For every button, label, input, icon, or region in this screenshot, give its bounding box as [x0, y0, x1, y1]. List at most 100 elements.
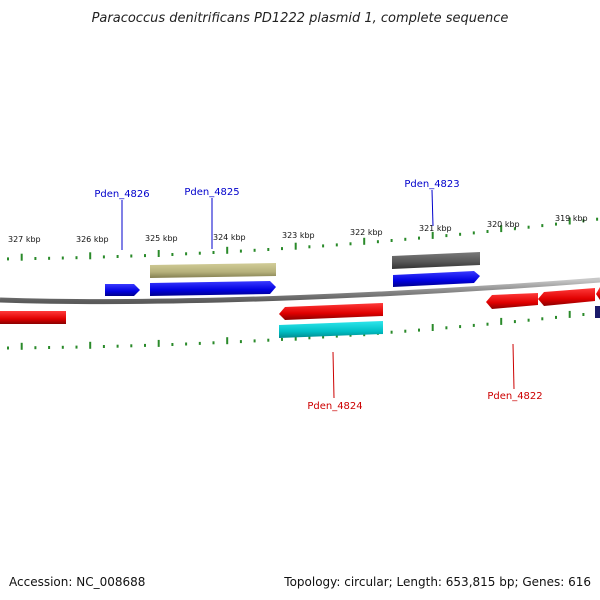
inner-ruler-minor-tick [308, 336, 311, 340]
navy-feature-bar[interactable] [595, 306, 600, 318]
ruler-label-326kbp: 326 kbp [76, 235, 109, 244]
ruler-label-319kbp: 319 kbp [555, 214, 588, 223]
gene-arrow-pden-4826[interactable] [105, 284, 140, 296]
gene-label-pden-4824[interactable]: Pden_4824 [307, 401, 362, 412]
inner-ruler-minor-tick [267, 338, 270, 342]
outer-ruler-minor-tick [308, 245, 311, 249]
olive-feature-bar[interactable] [150, 263, 276, 278]
callout-line-pden-4822 [512, 343, 515, 390]
outer-ruler-minor-tick [582, 219, 585, 223]
outer-ruler-major-tick [89, 252, 92, 260]
gene-arrow-reverse-left[interactable] [0, 311, 66, 324]
gene-label-pden-4825[interactable]: Pden_4825 [184, 187, 239, 198]
inner-ruler-minor-tick [144, 343, 146, 347]
outer-ruler-major-tick [226, 246, 229, 254]
outer-ruler-minor-tick [404, 237, 407, 241]
inner-ruler-major-tick [20, 342, 23, 350]
gene-arrow-pden-4824[interactable] [279, 303, 383, 320]
outer-ruler-major-tick [294, 242, 297, 250]
outer-ruler-major-tick [157, 250, 160, 257]
gene-arrow-pden-4822[interactable] [486, 293, 538, 309]
inner-ruler-minor-tick [527, 318, 530, 322]
gray-feature-bar[interactable] [392, 252, 480, 269]
topology-summary: Topology: circular; Length: 653,815 bp; … [283, 575, 591, 589]
outer-ruler-minor-tick [513, 227, 516, 231]
callout-line-pden-4824 [332, 351, 335, 399]
outer-ruler-minor-tick [445, 234, 448, 238]
gene-labels: Pden_4826 Pden_4825 Pden_4823 Pden_4824 … [94, 179, 542, 412]
inner-ruler-minor-tick [541, 317, 544, 321]
outer-ruler-minor-tick [185, 252, 188, 256]
outer-tick-ruler [7, 217, 599, 261]
gene-label-pden-4823[interactable]: Pden_4823 [404, 179, 459, 190]
outer-ruler-minor-tick [596, 217, 599, 221]
callout-lines [121, 189, 515, 399]
ruler-labels: 327 kbp 326 kbp 325 kbp 324 kbp 323 kbp … [8, 214, 588, 244]
gene-label-pden-4826[interactable]: Pden_4826 [94, 189, 149, 200]
ruler-label-324kbp: 324 kbp [213, 233, 246, 242]
inner-ruler-minor-tick [130, 344, 133, 348]
outer-ruler-major-tick [363, 237, 366, 245]
inner-ruler-minor-tick [555, 315, 557, 319]
outer-ruler-minor-tick [349, 242, 352, 246]
inner-ruler-minor-tick [75, 345, 78, 349]
inner-ruler-minor-tick [513, 320, 516, 324]
inner-ruler-major-tick [431, 324, 434, 331]
outer-ruler-minor-tick [418, 236, 420, 240]
outer-ruler-minor-tick [322, 244, 325, 248]
ruler-label-323kbp: 323 kbp [282, 231, 315, 240]
outer-ruler-minor-tick [281, 247, 283, 251]
inner-ruler-major-tick [500, 317, 503, 325]
accession-text: Accession: NC_008688 [9, 575, 145, 589]
outer-ruler-minor-tick [34, 257, 37, 260]
inner-ruler-minor-tick [61, 345, 64, 349]
gene-arrow-pden-4823[interactable] [393, 271, 480, 287]
inner-ruler-minor-tick [34, 346, 37, 350]
gene-label-pden-4822[interactable]: Pden_4822 [487, 391, 542, 402]
outer-ruler-minor-tick [116, 255, 119, 258]
inner-ruler-minor-tick [582, 313, 585, 316]
outer-ruler-minor-tick [198, 251, 201, 255]
outer-ruler-major-tick [20, 253, 23, 261]
ruler-label-327kbp: 327 kbp [8, 235, 41, 244]
outer-ruler-minor-tick [130, 254, 133, 258]
inner-ruler-minor-tick [171, 343, 174, 346]
outer-ruler-minor-tick [212, 251, 215, 254]
inner-ruler-minor-tick [418, 328, 420, 332]
inner-ruler-minor-tick [445, 326, 448, 330]
ruler-label-325kbp: 325 kbp [145, 234, 178, 243]
reverse-strand-features [0, 287, 600, 338]
inner-ruler-major-tick [157, 339, 160, 347]
inner-ruler-minor-tick [239, 340, 242, 344]
inner-ruler-minor-tick [335, 334, 338, 338]
inner-ruler-minor-tick [7, 346, 9, 350]
gene-arrow-reverse-right[interactable] [538, 288, 595, 306]
outer-ruler-minor-tick [472, 231, 475, 235]
outer-ruler-minor-tick [376, 240, 379, 244]
ruler-label-321kbp: 321 kbp [419, 224, 452, 233]
gene-arrow-pden-4825[interactable] [150, 281, 276, 296]
inner-ruler-major-tick [568, 310, 571, 318]
outer-ruler-minor-tick [171, 253, 174, 256]
inner-ruler-major-tick [226, 337, 229, 345]
inner-ruler-minor-tick [486, 322, 489, 326]
outer-ruler-minor-tick [61, 256, 64, 260]
inner-tick-ruler [7, 310, 599, 350]
callout-line-pden-4823 [431, 189, 434, 227]
outer-ruler-minor-tick [239, 249, 242, 253]
outer-ruler-minor-tick [7, 257, 9, 261]
outer-ruler-major-tick [431, 231, 434, 239]
inner-ruler-minor-tick [322, 335, 325, 339]
outer-ruler-minor-tick [486, 230, 489, 233]
outer-ruler-minor-tick [541, 224, 544, 228]
ruler-label-322kbp: 322 kbp [350, 228, 383, 237]
inner-ruler-minor-tick [198, 341, 201, 345]
map-title: Paracoccus denitrificans PD1222 plasmid … [92, 11, 509, 26]
inner-ruler-minor-tick [281, 337, 283, 341]
outer-ruler-minor-tick [144, 254, 146, 258]
inner-ruler-minor-tick [102, 345, 105, 348]
gene-arrow-reverse-edge[interactable] [596, 287, 600, 300]
cyan-feature-bar[interactable] [279, 321, 383, 338]
inner-ruler-minor-tick [253, 339, 256, 343]
